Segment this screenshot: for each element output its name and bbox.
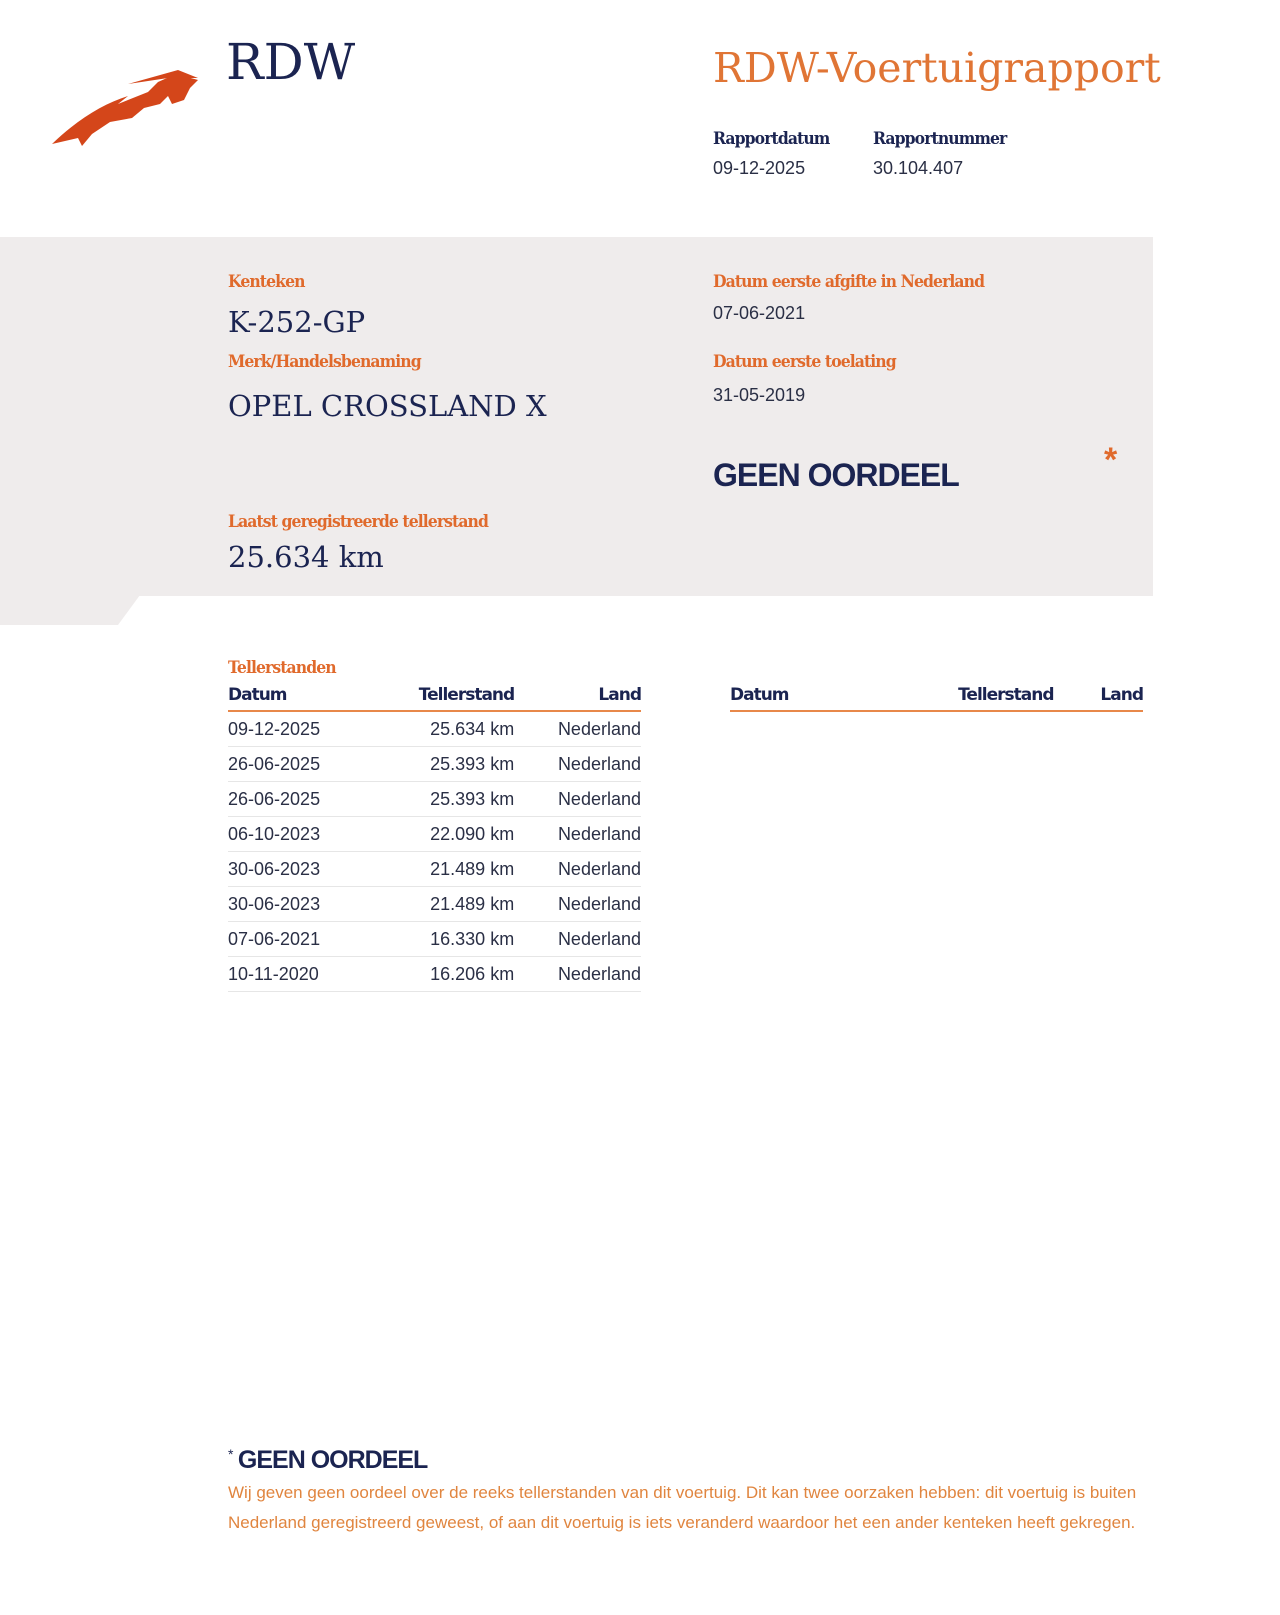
odometer-label: Laatst geregistreerde tellerstand xyxy=(228,512,489,532)
country-cell: Nederland xyxy=(514,781,641,817)
verdict-asterisk: * xyxy=(1104,441,1118,479)
footnote-marker: * xyxy=(228,1446,234,1462)
first-issue-nl-label: Datum eerste afgifte in Nederland xyxy=(713,272,985,292)
date-cell: 07-06-2021 xyxy=(228,921,369,957)
odometer-cell: 21.489 km xyxy=(368,886,515,922)
table-row: 30-06-2023 21.489 km Nederland xyxy=(228,886,641,922)
rdw-logo-icon xyxy=(52,70,198,146)
table-row: 10-11-2020 16.206 km Nederland xyxy=(228,956,641,992)
col-date: Datum xyxy=(228,684,369,712)
col-country: Land xyxy=(1053,684,1144,712)
footnote-title: GEEN OORDEEL xyxy=(237,1446,428,1474)
date-cell: 26-06-2025 xyxy=(228,781,369,817)
vehicle-summary-panel xyxy=(0,237,1153,596)
report-date: 09-12-2025 xyxy=(713,158,806,178)
date-cell: 06-10-2023 xyxy=(228,816,369,852)
odometer-cell: 16.330 km xyxy=(368,921,515,957)
col-country: Land xyxy=(514,684,642,712)
logo-text: RDW xyxy=(226,33,356,91)
odometer-table-left: Datum Tellerstand Land 09-12-2025 25.634 … xyxy=(228,684,642,992)
report-number-label: Rapportnummer xyxy=(873,129,1007,149)
table-row: 09-12-2025 25.634 km Nederland xyxy=(228,711,641,747)
country-cell: Nederland xyxy=(514,851,641,887)
country-cell: Nederland xyxy=(514,886,641,922)
table-row: 30-06-2023 21.489 km Nederland xyxy=(228,851,641,887)
country-cell: Nederland xyxy=(514,746,641,782)
date-cell: 30-06-2023 xyxy=(228,886,369,922)
odometer-cell: 25.634 km xyxy=(368,711,515,747)
table-row: 26-06-2025 25.393 km Nederland xyxy=(228,781,641,817)
footnote-heading: * GEEN OORDEEL xyxy=(228,1446,428,1475)
country-cell: Nederland xyxy=(514,711,641,747)
first-issue-nl-value: 07-06-2021 xyxy=(713,303,806,323)
brand-value: OPEL CROSSLAND X xyxy=(228,389,547,423)
col-odometer: Tellerstand xyxy=(852,684,1055,712)
odometer-readings-title: Tellerstanden xyxy=(228,658,337,678)
odometer-cell: 22.090 km xyxy=(368,816,515,852)
table-row: 07-06-2021 16.330 km Nederland xyxy=(228,921,641,957)
first-admission-label: Datum eerste toelating xyxy=(713,352,897,372)
panel-tab-shape xyxy=(0,595,140,625)
verdict: GEEN OORDEEL xyxy=(713,457,960,493)
odometer-cell: 25.393 km xyxy=(368,781,515,817)
brand-label: Merk/Handelsbenaming xyxy=(228,352,422,372)
footnote-text: Wij geven geen oordeel over de reeks tel… xyxy=(228,1483,1137,1532)
country-cell: Nederland xyxy=(514,921,641,957)
date-cell: 26-06-2025 xyxy=(228,746,369,782)
plate-label: Kenteken xyxy=(228,272,305,292)
odometer-cell: 21.489 km xyxy=(368,851,515,887)
odometer-table-right: Datum Tellerstand Land xyxy=(730,684,1144,712)
report-date-label: Rapportdatum xyxy=(713,129,830,149)
odometer-cell: 16.206 km xyxy=(368,956,515,992)
date-cell: 09-12-2025 xyxy=(228,711,369,747)
date-cell: 10-11-2020 xyxy=(228,956,369,992)
col-date: Datum xyxy=(730,684,853,712)
date-cell: 30-06-2023 xyxy=(228,851,369,887)
plate-value: K-252-GP xyxy=(228,305,366,339)
odometer-cell: 25.393 km xyxy=(368,746,515,782)
table-row: 26-06-2025 25.393 km Nederland xyxy=(228,746,641,782)
odometer-value: 25.634 km xyxy=(228,540,384,574)
report-title: RDW-Voertuigrapport xyxy=(713,44,1161,92)
country-cell: Nederland xyxy=(514,956,641,992)
report-number: 30.104.407 xyxy=(873,158,964,178)
col-odometer: Tellerstand xyxy=(368,684,515,712)
country-cell: Nederland xyxy=(514,816,641,852)
table-row: 06-10-2023 22.090 km Nederland xyxy=(228,816,641,852)
first-admission-value: 31-05-2019 xyxy=(713,385,806,405)
